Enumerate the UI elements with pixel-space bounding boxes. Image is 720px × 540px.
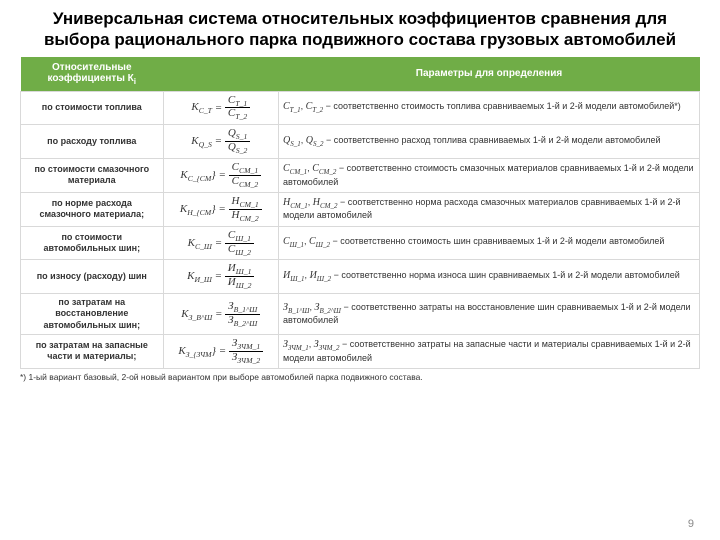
table-row: по стоимости топливаKC_T = CT_1CT_2CT_1,… [21, 91, 700, 125]
row-label: по расходу топлива [21, 125, 164, 159]
header-formula [163, 57, 278, 92]
table-row: по стоимости смазочного материалаKC_{CM}… [21, 159, 700, 193]
row-formula: KC_{CM} = CCM_1CCM_2 [163, 159, 278, 193]
row-formula: KC_T = CT_1CT_2 [163, 91, 278, 125]
row-formula: KH_{CM} = HCM_1HCM_2 [163, 192, 278, 226]
row-description: QS_1, QS_2 − соответственно расход топли… [279, 125, 700, 159]
row-label: по стоимости автомобильных шин; [21, 226, 164, 260]
table-row: по стоимости автомобильных шин;KC_Ш = CШ… [21, 226, 700, 260]
row-description: ЗВ_1^Ш, ЗВ_2^Ш − соответственно затраты … [279, 294, 700, 335]
slide-title: Универсальная система относительных коэф… [20, 8, 700, 51]
row-formula: KQ_S = QS_1QS_2 [163, 125, 278, 159]
row-label: по стоимости топлива [21, 91, 164, 125]
row-label: по затратам на запасные части и материал… [21, 334, 164, 368]
row-label: по затратам на восстановление автомобиль… [21, 294, 164, 335]
footnote: *) 1-ый вариант базовый, 2-ой новый вари… [20, 372, 700, 382]
header-coefficients: Относительные коэффициенты Кi [21, 57, 164, 92]
row-label: по стоимости смазочного материала [21, 159, 164, 193]
page-number: 9 [688, 518, 694, 530]
header-params: Параметры для определения [279, 57, 700, 92]
row-description: CT_1, CT_2 − соответственно стоимость то… [279, 91, 700, 125]
coefficients-table: Относительные коэффициенты Кi Параметры … [20, 57, 700, 369]
row-description: ЗЗЧМ_1, ЗЗЧМ_2 − соответственно затраты … [279, 334, 700, 368]
row-formula: KЗ_{ЗЧМ} = ЗЗЧМ_1ЗЗЧМ_2 [163, 334, 278, 368]
row-formula: KC_Ш = CШ_1CШ_2 [163, 226, 278, 260]
row-formula: KЗ_В^Ш = ЗВ_1^ШЗВ_2^Ш [163, 294, 278, 335]
row-formula: KИ_Ш = ИШ_1ИШ_2 [163, 260, 278, 294]
row-description: HCM_1, HCM_2 − соответственно норма расх… [279, 192, 700, 226]
table-row: по износу (расходу) шинKИ_Ш = ИШ_1ИШ_2ИШ… [21, 260, 700, 294]
row-description: CCM_1, CCM_2 − соответственно стоимость … [279, 159, 700, 193]
table-row: по норме расхода смазочного материала;KH… [21, 192, 700, 226]
table-row: по расходу топливаKQ_S = QS_1QS_2QS_1, Q… [21, 125, 700, 159]
row-label: по норме расхода смазочного материала; [21, 192, 164, 226]
table-header-row: Относительные коэффициенты Кi Параметры … [21, 57, 700, 92]
table-row: по затратам на восстановление автомобиль… [21, 294, 700, 335]
row-description: ИШ_1, ИШ_2 − соответственно норма износа… [279, 260, 700, 294]
table-row: по затратам на запасные части и материал… [21, 334, 700, 368]
row-label: по износу (расходу) шин [21, 260, 164, 294]
slide: Универсальная система относительных коэф… [0, 0, 720, 540]
row-description: CШ_1, CШ_2 − соответственно стоимость ши… [279, 226, 700, 260]
